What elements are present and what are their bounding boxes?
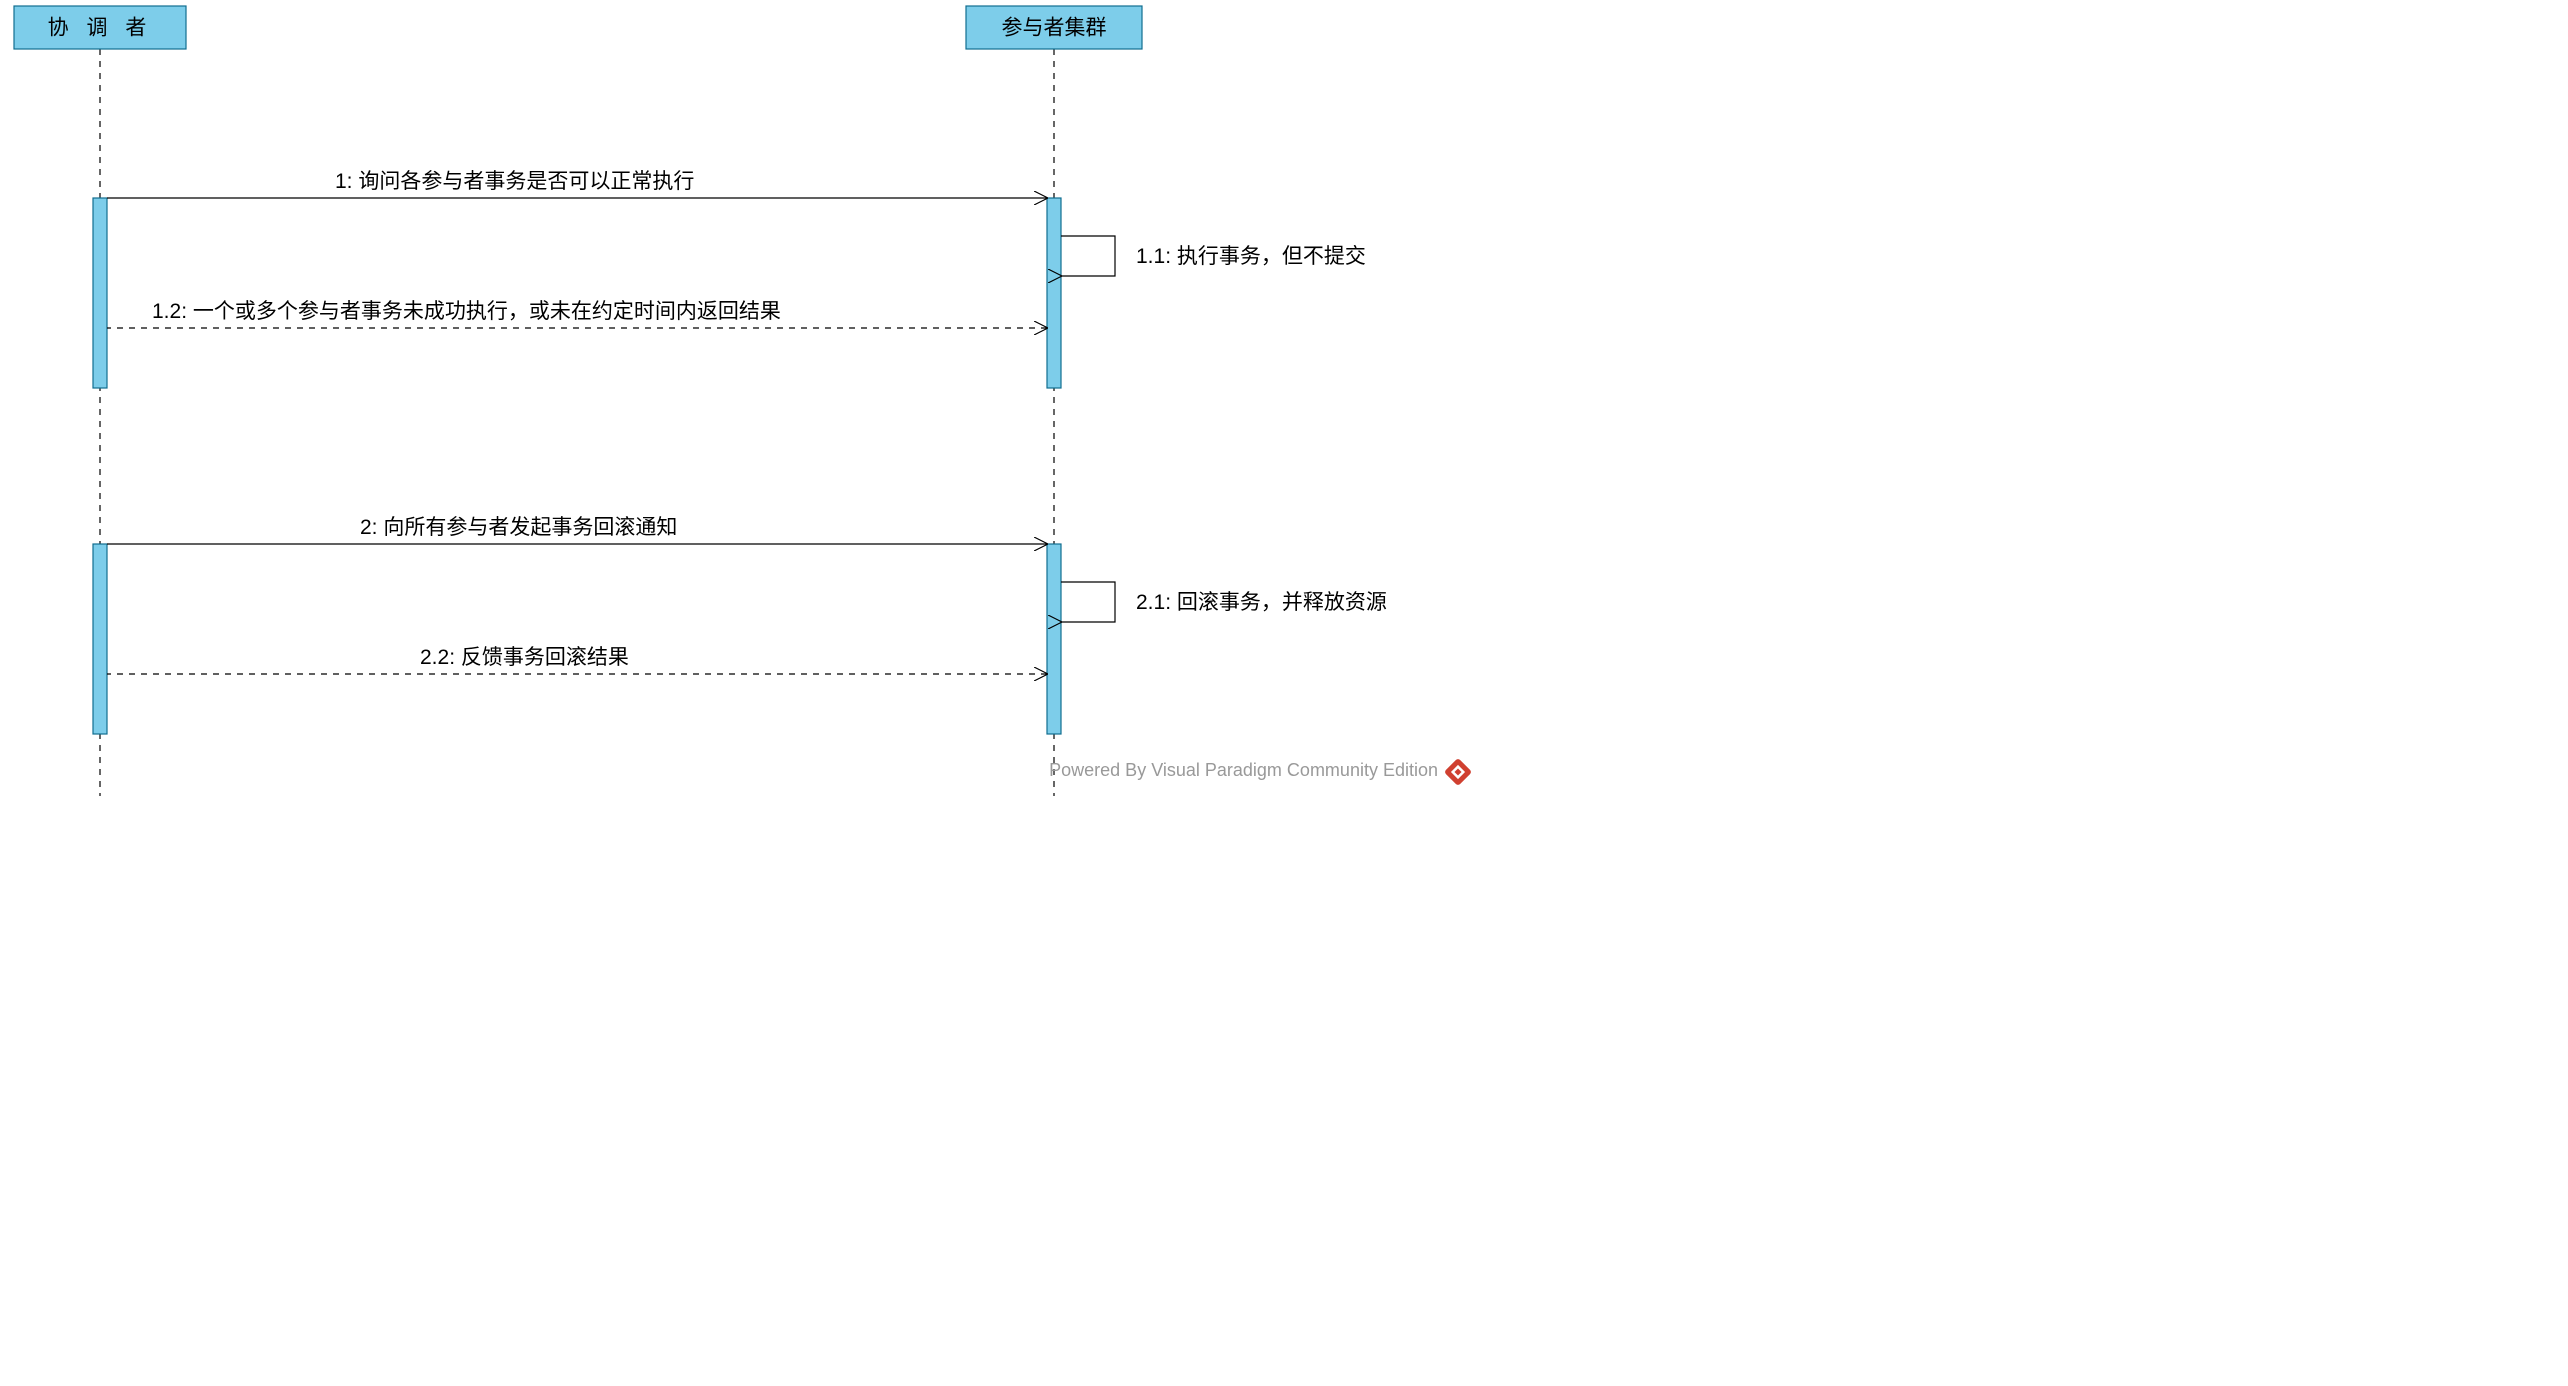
- message-label-m1_1: 1.1: 执行事务，但不提交: [1136, 245, 1366, 268]
- participant-label-coordinator: 协 调 者: [48, 17, 153, 40]
- message-label-m1_2: 1.2: 一个或多个参与者事务未成功执行，或未在约定时间内返回结果: [152, 300, 781, 323]
- activation-cluster-3: [1047, 544, 1061, 734]
- activation-coordinator-0: [93, 198, 107, 388]
- participant-label-cluster: 参与者集群: [1002, 17, 1107, 40]
- message-label-m2_2: 2.2: 反馈事务回滚结果: [420, 646, 629, 669]
- message-label-m2: 2: 向所有参与者发起事务回滚通知: [360, 516, 677, 539]
- message-label-m1: 1: 询问各参与者事务是否可以正常执行: [335, 170, 694, 193]
- activation-coordinator-2: [93, 544, 107, 734]
- message-label-m2_1: 2.1: 回滚事务，并释放资源: [1136, 591, 1387, 614]
- watermark-text: Powered By Visual Paradigm Community Edi…: [1049, 760, 1438, 780]
- activation-cluster-1: [1047, 198, 1061, 388]
